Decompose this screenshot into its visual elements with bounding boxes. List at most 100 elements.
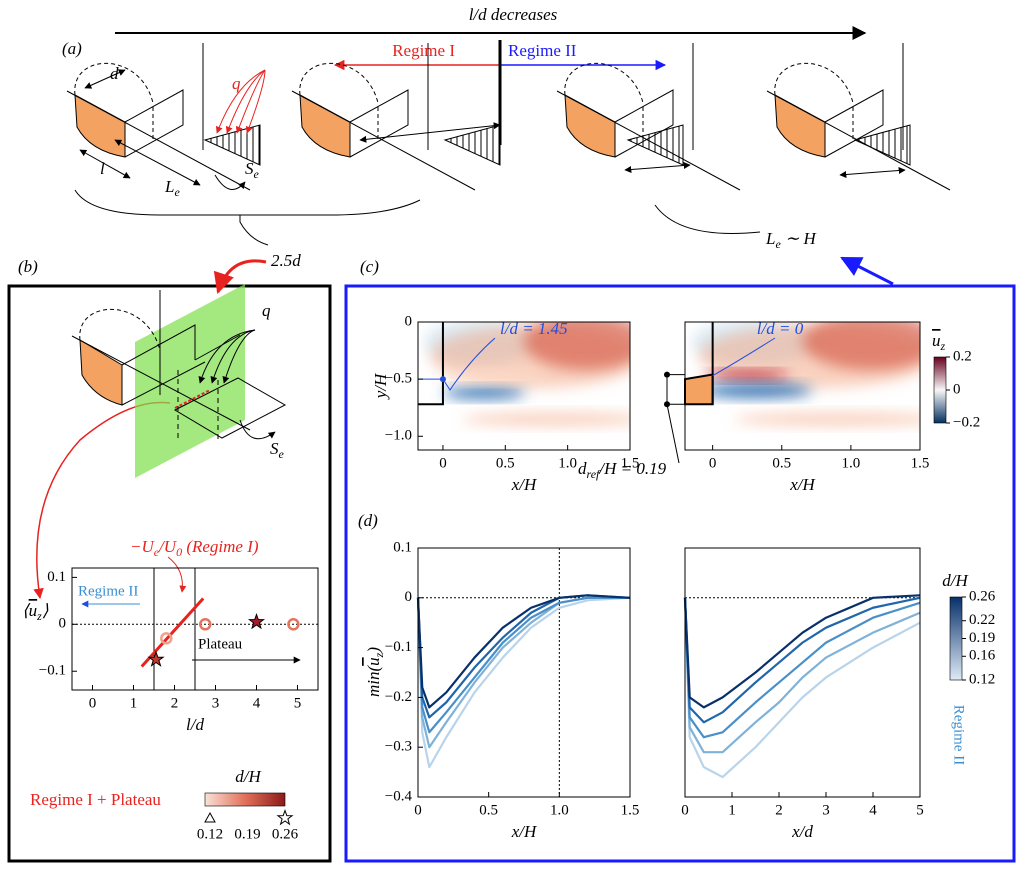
- text-part: L: [164, 177, 174, 196]
- sketch-body: [774, 94, 826, 158]
- text: 2.5d: [271, 251, 301, 270]
- annotation: Plateau: [198, 636, 243, 652]
- sketch-dashed: [299, 62, 379, 104]
- chart-title: l/d = 1.45: [500, 319, 568, 338]
- sketch-hatch: [626, 124, 684, 166]
- y-tick-label: 0.1: [393, 539, 412, 555]
- point: [287, 618, 300, 631]
- heat-blob: [705, 371, 789, 381]
- y-axis-label-part: ): [364, 647, 383, 654]
- flux-arrow: [198, 329, 256, 384]
- y-axis-label-part: u: [29, 601, 38, 620]
- inlet: [684, 373, 714, 406]
- text-part: ∼ H: [781, 229, 818, 248]
- y-tick-label: −0.1: [385, 639, 412, 655]
- x-tick-label: 1.0: [550, 802, 569, 818]
- series-line: [683, 596, 921, 724]
- x-tick-label: 3: [212, 695, 220, 711]
- x-axis-label: x/H: [511, 475, 538, 494]
- dim-arrow: [114, 139, 201, 186]
- text: Le: [164, 177, 180, 199]
- panel-cd-frame: [344, 284, 1016, 863]
- series-line: [416, 594, 631, 709]
- text: q: [232, 74, 241, 93]
- sketch-dashed: [74, 62, 154, 104]
- dim-arrow: [84, 69, 126, 89]
- y-tick-label: −1.0: [385, 428, 412, 444]
- series-line: [683, 594, 921, 709]
- annotation: −Ue/U0 (Regime I): [130, 537, 259, 559]
- x-axis-label: x/d: [791, 822, 813, 841]
- y-tick-label: −0.1: [39, 663, 66, 679]
- colorbar-tick-label: −0.2: [953, 414, 980, 430]
- x-tick-label: 4: [869, 802, 877, 818]
- annotation-part: (Regime I): [182, 537, 259, 556]
- sketch-body: [299, 94, 351, 158]
- plot-frame: [684, 547, 921, 798]
- x-tick-label: 1: [728, 802, 736, 818]
- x-tick-label: 1.5: [911, 455, 930, 471]
- x-tick-label: 1.5: [621, 802, 640, 818]
- arrow: [167, 556, 187, 593]
- series-line: [683, 597, 921, 779]
- annotation-part: /H = 0.19: [598, 459, 666, 478]
- text: Regime I: [392, 41, 455, 60]
- text-part: e: [775, 237, 781, 251]
- y-tick-label: −0.2: [385, 689, 412, 705]
- x-tick-label: 4: [253, 695, 261, 711]
- legend-tick-label: 0.19: [234, 826, 260, 842]
- sketch-hatch: [443, 124, 501, 166]
- sketch-hatch: [203, 124, 261, 166]
- text: Le ∼ H: [765, 229, 818, 251]
- plane: [135, 284, 245, 478]
- annotation: Regime II: [78, 583, 138, 599]
- x-tick-label: 5: [294, 695, 302, 711]
- sketch-plate: [121, 324, 241, 406]
- annotation: dref/H = 0.19: [578, 459, 667, 481]
- heatmap: [424, 322, 630, 426]
- point: [276, 808, 294, 826]
- colorbar-label-part: z: [940, 339, 946, 353]
- series-line: [416, 596, 631, 769]
- se-arrow: [239, 419, 276, 440]
- inlet: [418, 322, 444, 406]
- y-tick-label: 0: [59, 616, 67, 632]
- colorbar-caption: Regime II: [951, 705, 967, 765]
- text-part: S: [245, 159, 254, 178]
- series-line: [416, 596, 630, 734]
- x-tick-label: 1: [130, 695, 138, 711]
- point: [147, 650, 165, 667]
- colorbar-label: d/H: [942, 571, 969, 590]
- flux-arrow: [225, 69, 266, 134]
- x-tick-label: 3: [822, 802, 830, 818]
- colorbar-tick-label: 0: [953, 381, 961, 397]
- plot-frame: [417, 547, 631, 798]
- point: [199, 618, 212, 631]
- heat-blob: [802, 322, 920, 370]
- sketch-dashed: [564, 62, 644, 104]
- colorbar-tick-label: 0.12: [969, 671, 995, 687]
- sketch-plate: [824, 89, 884, 158]
- y-axis-label-part: ⟨: [22, 601, 31, 620]
- flux-arrow: [210, 329, 256, 384]
- text-part: e: [254, 167, 260, 181]
- x-tick-label: 0.5: [479, 802, 498, 818]
- x-tick-label: 0: [709, 455, 717, 471]
- point: [160, 632, 173, 645]
- leader-dot: [439, 376, 446, 383]
- x-axis-label: l/d: [186, 715, 204, 734]
- x-axis-label: x/H: [511, 822, 538, 841]
- text-part: S: [270, 439, 279, 458]
- y-axis-label-part: ⟩: [42, 601, 49, 620]
- text: Se: [270, 439, 285, 461]
- legend-tick-label: 0.26: [272, 826, 299, 842]
- sketch-edge: [71, 335, 251, 431]
- annotation-part: /U: [158, 537, 178, 556]
- colorbar-label-part: u: [932, 331, 941, 350]
- heat-blob: [733, 412, 920, 426]
- x-tick-label: 2: [171, 695, 179, 711]
- sketch-dashed: [79, 308, 161, 351]
- connector: [74, 189, 421, 246]
- x-tick-label: 1.0: [842, 455, 861, 471]
